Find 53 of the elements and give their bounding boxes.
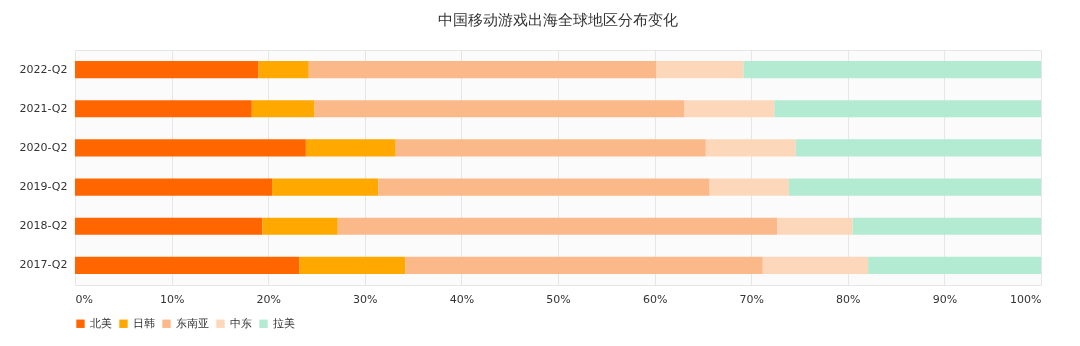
y-tick-label: 2017-Q2 — [19, 258, 68, 272]
bar — [75, 178, 273, 196]
y-tick-label: 2021-Q2 — [19, 101, 68, 115]
x-tick-label: 100% — [1010, 292, 1042, 306]
legend-label: 东南亚 — [176, 316, 209, 330]
bar — [262, 217, 338, 235]
x-tick-label: 50% — [546, 292, 571, 306]
legend-label: 日韩 — [133, 316, 155, 330]
bar — [743, 60, 1041, 79]
bar — [75, 100, 252, 118]
x-tick-label: 0% — [75, 292, 93, 306]
bar — [337, 217, 778, 235]
bar — [299, 256, 406, 275]
legend-label: 北美 — [90, 316, 112, 330]
y-tick-label: 2019-Q2 — [19, 180, 68, 194]
x-tick-label: 60% — [642, 292, 668, 306]
bar — [774, 100, 1041, 118]
bar — [314, 100, 685, 118]
bar — [305, 139, 396, 157]
bar — [378, 178, 710, 196]
bar — [868, 256, 1041, 275]
x-tick-label: 40% — [449, 292, 475, 306]
x-tick-label: 70% — [739, 292, 764, 306]
bar — [405, 256, 763, 275]
y-tick-label: 2020-Q2 — [19, 140, 68, 154]
bar — [684, 100, 775, 118]
bar — [75, 60, 259, 79]
x-tick-label: 80% — [836, 292, 861, 306]
bar — [272, 178, 379, 196]
bar — [395, 139, 706, 157]
legend-label: 拉美 — [273, 316, 295, 330]
chart-title: 中国移动游戏出海全球地区分布变化 — [438, 11, 678, 29]
x-tick-label: 10% — [159, 292, 185, 306]
bar — [308, 60, 657, 79]
bar — [656, 60, 744, 79]
bar — [251, 100, 315, 118]
x-tick-label: 90% — [932, 292, 958, 306]
x-tick-label: 30% — [353, 292, 378, 306]
bar — [705, 139, 796, 157]
bar — [709, 178, 789, 196]
bar — [762, 256, 869, 275]
legend-label: 中东 — [230, 316, 252, 330]
x-tick-label: 20% — [256, 292, 281, 306]
bar — [777, 217, 853, 235]
bar — [258, 60, 309, 79]
bar — [795, 139, 1041, 157]
y-tick-label: 2018-Q2 — [19, 219, 68, 233]
bar — [852, 217, 1041, 235]
y-tick-label: 2022-Q2 — [19, 62, 68, 76]
bar — [75, 139, 306, 157]
bar — [75, 256, 300, 275]
bar — [788, 178, 1041, 196]
bar — [75, 217, 263, 235]
